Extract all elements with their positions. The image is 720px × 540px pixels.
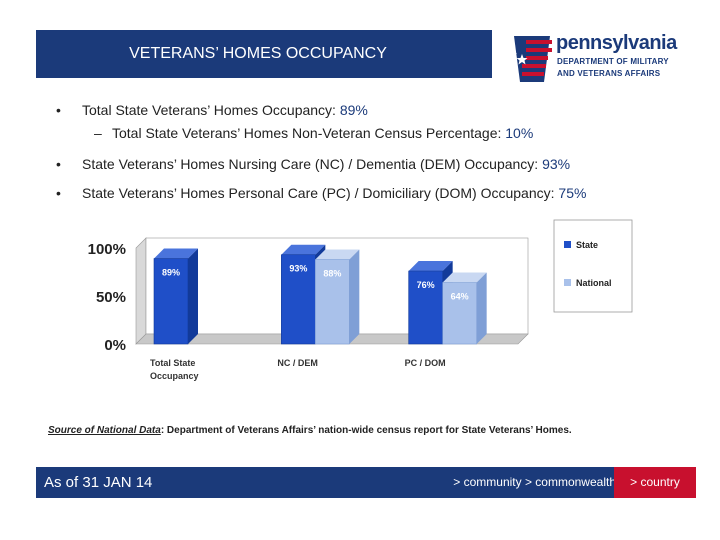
chart-bar: [408, 270, 443, 345]
chart-side-wall: [135, 237, 147, 345]
legend-swatch: [564, 279, 571, 286]
bullet-marker: •: [56, 185, 61, 201]
data-label: 76%: [417, 280, 435, 290]
pa-dmva-logo: pennsylvania DEPARTMENT OF MILITARY AND …: [500, 30, 695, 90]
logo-subtitle-line1: DEPARTMENT OF MILITARY: [557, 57, 669, 66]
bullet-value: 93%: [542, 156, 571, 172]
bullet-non-veteran-census: – Total State Veterans’ Homes Non-Vetera…: [52, 123, 712, 143]
bullet-marker: •: [56, 102, 61, 118]
keystone-flag-icon: [503, 36, 552, 82]
legend-label: State: [576, 240, 598, 250]
bullet-text: State Veterans’ Homes Personal Care (PC)…: [82, 185, 555, 201]
chart-bar: [281, 254, 316, 345]
x-tick-label: Occupancy: [150, 371, 199, 381]
data-label: 64%: [451, 292, 469, 302]
bar-top-face: [442, 272, 487, 283]
legend-label: National: [576, 278, 612, 288]
chart-bar: [153, 258, 189, 345]
logo-wordmark: pennsylvania: [556, 32, 677, 54]
occupancy-bar-chart: 0% 50% 100% 89% Total State Occupancy 93% 88% NC…: [88, 219, 633, 381]
title-bar: [36, 30, 492, 78]
as-of-date: As of 31 JAN 14: [44, 474, 153, 491]
chart-bar: [315, 259, 350, 345]
legend-box: [553, 219, 633, 313]
chart-bar: [442, 282, 477, 345]
bullet-total-occupancy: • Total State Veterans’ Homes Occupancy:…: [52, 96, 712, 125]
bullet-value: 75%: [558, 185, 587, 201]
bullet-text: Total State Veterans’ Homes Non-Veteran …: [112, 125, 502, 141]
y-tick-label: 50%: [96, 289, 126, 306]
data-label: 89%: [162, 268, 180, 278]
bar-top-face: [281, 244, 326, 255]
source-text: : Department of Veterans Affairs’ nation…: [160, 425, 572, 436]
data-label: 88%: [323, 269, 341, 279]
bullet-text: State Veterans’ Homes Nursing Care (NC) …: [82, 156, 539, 172]
bullet-marker: –: [94, 125, 102, 141]
source-note: Source of National Data: Department of V…: [48, 425, 572, 436]
footer-bar: As of 31 JAN 14 > community > commonweal…: [36, 467, 696, 498]
footer-country-tag: > country: [614, 467, 696, 498]
source-label: Source of National Data: [48, 425, 161, 436]
bullet-pc-dom-occupancy: • State Veterans’ Homes Personal Care (P…: [52, 179, 712, 208]
x-tick-label: Total State: [150, 358, 195, 368]
logo-subtitle-line2: AND VETERANS AFFAIRS: [557, 69, 661, 78]
x-tick-label: NC / DEM: [277, 358, 318, 368]
bar-side-face: [349, 249, 360, 344]
footer-tagline: > community > commonwealth: [453, 475, 616, 489]
slide-title: VETERANS’ HOMES OCCUPANCY: [129, 45, 387, 62]
x-tick-label: PC / DOM: [405, 358, 446, 368]
bar-top-face: [408, 261, 453, 272]
y-tick-label: 0%: [104, 337, 126, 354]
bullet-list: • Total State Veterans’ Homes Occupancy:…: [52, 96, 712, 208]
legend-swatch: [564, 241, 571, 248]
bullet-text: Total State Veterans’ Homes Occupancy:: [82, 102, 336, 118]
bar-top-face: [154, 248, 198, 259]
bullet-marker: •: [56, 156, 61, 172]
bar-side-face: [476, 272, 487, 344]
bar-top-face: [315, 249, 360, 260]
bullet-value: 89%: [339, 102, 368, 118]
y-tick-label: 100%: [88, 241, 126, 258]
data-label: 93%: [289, 264, 307, 274]
bullet-value: 10%: [505, 125, 534, 141]
bar-side-face: [188, 248, 198, 344]
bullet-nc-dem-occupancy: • State Veterans’ Homes Nursing Care (NC…: [52, 150, 712, 179]
